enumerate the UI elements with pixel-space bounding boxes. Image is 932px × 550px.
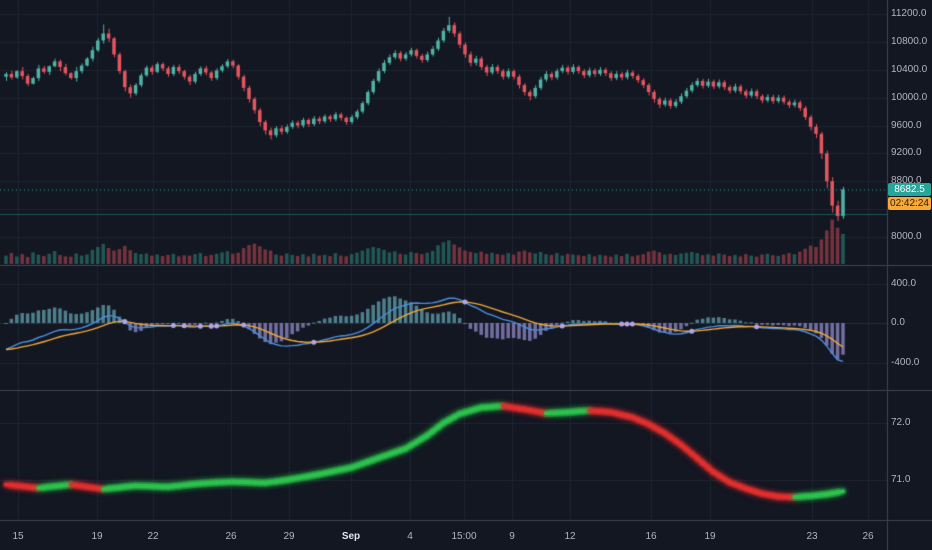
time-tick-label: 4 [407, 531, 413, 542]
time-tick-label: 9 [509, 531, 515, 542]
time-tick-label: 19 [704, 531, 716, 542]
price-tick-label: 8800.0 [891, 175, 922, 186]
macd-tick-label: -400.0 [891, 357, 920, 368]
last-price-badge: 8682.5 [888, 183, 931, 196]
time-tick-label: 12 [564, 531, 576, 542]
macd-tick-label: 0.0 [891, 317, 905, 328]
bar-countdown-badge: 02:42:24 [888, 197, 931, 210]
time-tick-label: 19 [91, 531, 103, 542]
time-tick-label: 15:00 [451, 531, 477, 542]
time-tick-label: 15 [12, 531, 24, 542]
price-tick-label: 9200.0 [891, 147, 922, 158]
time-tick-label: 16 [645, 531, 657, 542]
time-tick-label: 26 [225, 531, 237, 542]
price-tick-label: 10400.0 [891, 64, 928, 75]
macd-tick-label: 400.0 [891, 278, 917, 289]
price-tick-label: 10000.0 [891, 92, 928, 103]
time-tick-label: 22 [147, 531, 159, 542]
price-tick-label: 9600.0 [891, 120, 922, 131]
price-tick-label: 10800.0 [891, 36, 928, 47]
oscillator-tick-label: 72.0 [891, 417, 911, 428]
time-tick-label: 23 [806, 531, 818, 542]
price-tick-label: 8000.0 [891, 231, 922, 242]
price-tick-label: 11200.0 [891, 8, 927, 19]
time-tick-label: Sep [341, 531, 361, 542]
price-axis[interactable] [887, 0, 932, 520]
time-tick-label: 29 [283, 531, 295, 542]
oscillator-tick-label: 71.0 [891, 474, 911, 485]
time-tick-label: 26 [862, 531, 874, 542]
